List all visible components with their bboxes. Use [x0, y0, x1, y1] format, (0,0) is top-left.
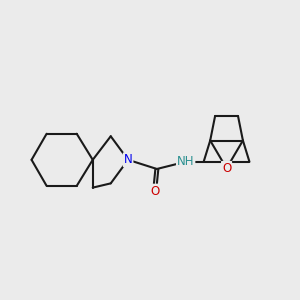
Text: NH: NH	[177, 155, 194, 168]
Text: N: N	[124, 153, 133, 166]
Text: O: O	[222, 162, 231, 175]
Text: O: O	[150, 184, 159, 198]
